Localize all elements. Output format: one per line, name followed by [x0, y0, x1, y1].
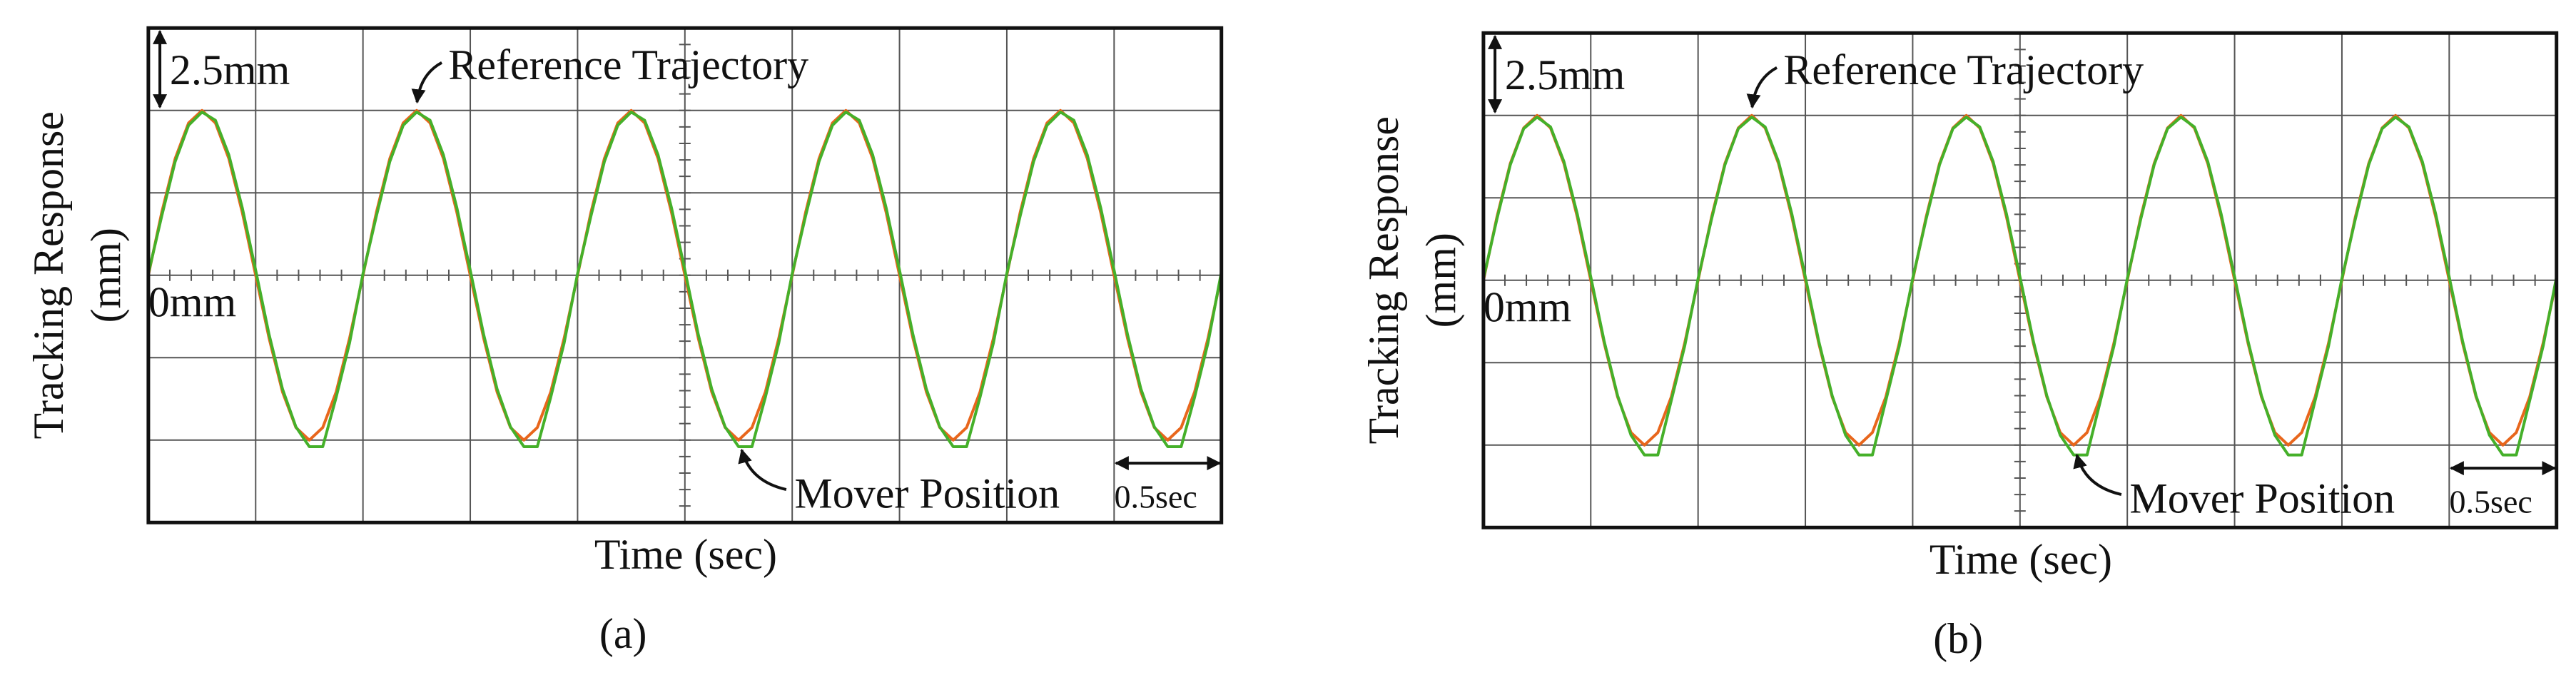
x-axis-label: Time (sec)	[1930, 536, 2112, 583]
scale-label: 2.5mm	[1505, 51, 1625, 98]
y-axis-label: Tracking Response	[25, 111, 72, 439]
trace	[146, 111, 1223, 448]
scale-label: 0.5sec	[2450, 483, 2532, 519]
scale-label: 0.5sec	[1115, 478, 1197, 514]
y-axis-label: Tracking Response	[1360, 116, 1407, 444]
arrow	[738, 448, 787, 492]
y-axis-label: (mm)	[83, 228, 130, 323]
annotation: Mover Position	[2129, 475, 2395, 522]
x-axis-label: Time (sec)	[594, 531, 777, 578]
caption: (a)	[599, 610, 647, 657]
plot-border	[146, 26, 1224, 524]
arrow	[411, 61, 443, 104]
arrow	[2073, 453, 2122, 497]
y-axis-label: (mm)	[1418, 233, 1465, 328]
annotation: Reference Trajectory	[1783, 46, 2144, 93]
caption: (b)	[1933, 615, 1983, 662]
scale-label: 2.5mm	[170, 46, 290, 93]
arrow	[1746, 66, 1778, 109]
zero-label: 0mm	[148, 279, 236, 326]
panel: Tracking Response (mm) Time (sec) (a) 2.5mm 0…	[25, 26, 1224, 657]
annotation: Mover Position	[794, 470, 1060, 517]
panel: Tracking Response (mm) Time (sec) (b) 2.5mm 0…	[1360, 31, 2559, 662]
trace	[1481, 116, 2558, 457]
annotation: Reference Trajectory	[448, 41, 808, 88]
plot-border	[1481, 31, 2559, 529]
zero-label: 0mm	[1484, 284, 1571, 331]
